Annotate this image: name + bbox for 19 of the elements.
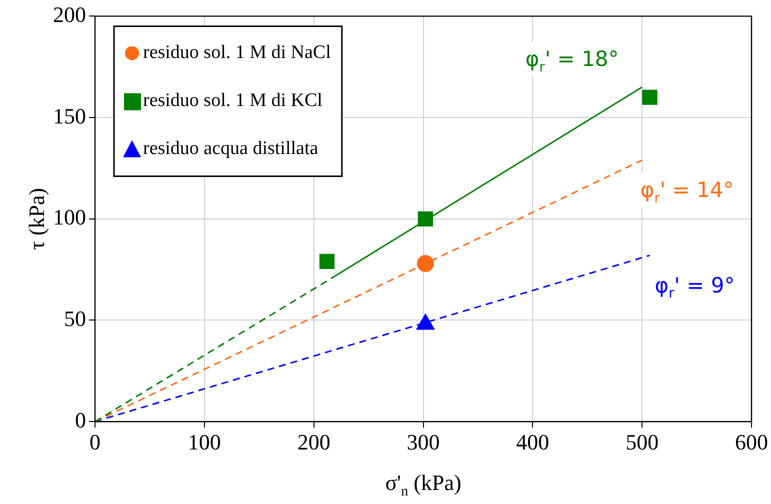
y-tick-label: 50	[64, 306, 86, 332]
x-tick-label: 200	[297, 430, 330, 455]
y-tick-label: 150	[53, 103, 86, 128]
y-tick-label: 0	[75, 407, 86, 432]
legend-label: residuo sol. 1 M di NaCl	[143, 42, 331, 64]
point	[416, 254, 434, 272]
y-tick-label: 200	[53, 2, 86, 27]
point	[418, 211, 434, 226]
point	[642, 90, 658, 105]
x-tick-label: 500	[626, 430, 659, 455]
point	[319, 254, 335, 270]
x-tick-label: 400	[516, 430, 550, 455]
legend-label: residuo sol. 1 M di KCl	[143, 90, 322, 112]
x-tick-label: 300	[406, 430, 440, 455]
y-tick-label: 100	[53, 204, 86, 230]
y-axis-title: τ (kPa)	[24, 188, 49, 250]
legend-label: residuo acqua distillata	[143, 138, 319, 160]
x-tick-label: 100	[188, 430, 221, 455]
x-tick-label: 600	[735, 430, 768, 455]
